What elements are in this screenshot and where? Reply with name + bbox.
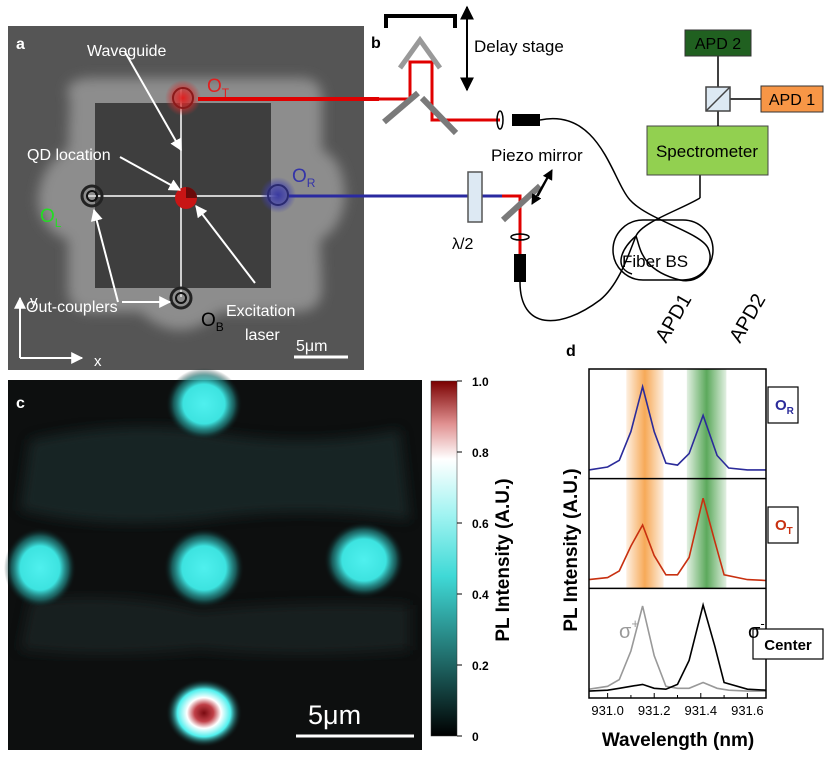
panel-a: a Waveguide QD location Out-couplers Exc… bbox=[8, 26, 364, 370]
axis-x-label: x bbox=[94, 353, 102, 370]
x-tick-label: 931.6 bbox=[731, 703, 764, 718]
fiber-bs-loop bbox=[612, 219, 714, 281]
piezo-arrow-a bbox=[537, 169, 553, 197]
series-line-or-0 bbox=[588, 383, 766, 471]
lens-top bbox=[496, 110, 504, 130]
coupler-left bbox=[80, 184, 104, 208]
spot-top bbox=[166, 368, 242, 440]
fiber-coupler-top bbox=[512, 114, 540, 126]
plot-frame bbox=[588, 368, 767, 699]
colorbar-tick-label: 1.0 bbox=[472, 375, 489, 389]
sigma-minus-label: σ- bbox=[748, 616, 765, 643]
out-couplers-label: Out-couplers bbox=[26, 299, 118, 316]
spot-bottom-hot bbox=[166, 679, 242, 747]
ot-label: OT bbox=[207, 76, 230, 100]
colorbar bbox=[430, 380, 458, 737]
y-axis-label: PL Intensity (A.U.) bbox=[561, 468, 582, 631]
spot-left bbox=[4, 528, 76, 608]
apd2-label: APD 2 bbox=[695, 36, 741, 53]
qd-arrow bbox=[119, 156, 182, 191]
x-axis-label: Wavelength (nm) bbox=[602, 730, 754, 751]
beam-piezo bbox=[502, 194, 522, 258]
panel-b: b Delay stage APD 2 APD 1 Spectrometer P… bbox=[198, 5, 824, 322]
half-wave-plate bbox=[467, 171, 483, 223]
scale-label-c: 5μm bbox=[308, 700, 361, 730]
ot-legend: OT bbox=[775, 517, 793, 537]
coupler-arrow-left bbox=[90, 208, 119, 303]
ol-label: OL bbox=[40, 206, 62, 230]
or-legend-box bbox=[767, 386, 799, 424]
spectrometer-label: Spectrometer bbox=[656, 142, 758, 161]
piezo-arrow-b bbox=[531, 175, 549, 205]
center-legend: Center bbox=[764, 637, 812, 654]
mirror-2 bbox=[419, 95, 459, 136]
axis-y-label: y bbox=[30, 293, 38, 310]
spot-center bbox=[164, 528, 244, 608]
apd2-band-label: APD2 bbox=[725, 290, 770, 346]
colorbar-tick-label: 0.8 bbox=[472, 446, 489, 460]
scale-label-a: 5μm bbox=[296, 338, 327, 355]
half-wave-label: λ/2 bbox=[452, 236, 473, 253]
ot-legend-box bbox=[767, 506, 799, 544]
delay-stage-bracket bbox=[384, 14, 457, 28]
apd1-label: APD 1 bbox=[769, 92, 815, 109]
excitation-arrow bbox=[195, 205, 256, 284]
or-legend: OR bbox=[775, 397, 795, 417]
fiber-2 bbox=[519, 197, 701, 322]
x-tick-label: 931.2 bbox=[638, 703, 671, 718]
fiber-1 bbox=[539, 117, 711, 282]
retroreflector bbox=[397, 35, 443, 70]
colorbar-ticks: 1.0 0.8 0.6 0.4 0.2 0 bbox=[457, 375, 489, 744]
colorbar-tick-label: 0.4 bbox=[472, 588, 489, 602]
series-line-ot-0 bbox=[588, 497, 767, 582]
spectrometer-box bbox=[646, 125, 769, 176]
colorbar-tick-label: 0 bbox=[472, 730, 479, 744]
spot-right bbox=[324, 522, 404, 598]
panel-c-letter: c bbox=[16, 395, 25, 412]
fiber-bs-label: Fiber BS bbox=[622, 252, 688, 271]
panel-b-letter: b bbox=[371, 35, 381, 52]
panel-c: c 5μm 1.0 0.8 0.6 0.4 0.2 0 PL Intensity (A.U… bbox=[4, 368, 514, 750]
colorbar-label: PL Intensity (A.U.) bbox=[493, 478, 514, 641]
panel-d-letter: d bbox=[566, 343, 576, 360]
waveguide-arrow bbox=[124, 51, 182, 152]
piezo-mirror bbox=[500, 183, 543, 223]
series-line-center-0 bbox=[588, 605, 766, 692]
qd-location-label: QD location bbox=[27, 147, 111, 164]
colorbar-tick-label: 0.6 bbox=[472, 517, 489, 531]
apd1-band-label: APD1 bbox=[651, 290, 696, 346]
mirror-1 bbox=[382, 90, 420, 125]
apd1-box bbox=[760, 85, 824, 113]
piezo-mirror-label: Piezo mirror bbox=[491, 146, 583, 165]
apd2-box bbox=[684, 29, 752, 57]
panel-a-letter: a bbox=[16, 36, 25, 53]
sigma-plus-label: σ+ bbox=[619, 616, 639, 643]
excitation-label-1: Excitation bbox=[226, 303, 295, 320]
waveguide-label: Waveguide bbox=[87, 43, 167, 60]
excitation-label-2: laser bbox=[245, 327, 280, 344]
coupler-right-glow bbox=[260, 177, 296, 213]
ob-label: OB bbox=[201, 310, 224, 334]
delay-stage-label: Delay stage bbox=[474, 37, 564, 56]
center-legend-box bbox=[752, 628, 824, 660]
panel-d: d APD1 APD2 PL Intensity (A.U.) Waveleng… bbox=[561, 290, 824, 751]
lens-bottom bbox=[510, 233, 530, 241]
x-tick-label: 931.4 bbox=[685, 703, 718, 718]
or-label: OR bbox=[292, 166, 316, 190]
series-line-center-1 bbox=[588, 601, 767, 692]
spectra-chart: 931.0 931.2 931.4 931.6 bbox=[588, 368, 767, 718]
x-tick-label: 931.0 bbox=[591, 703, 624, 718]
colorbar-tick-label: 0.2 bbox=[472, 659, 489, 673]
fiber-coupler-bottom bbox=[514, 254, 526, 282]
coupler-top-glow bbox=[165, 80, 201, 116]
